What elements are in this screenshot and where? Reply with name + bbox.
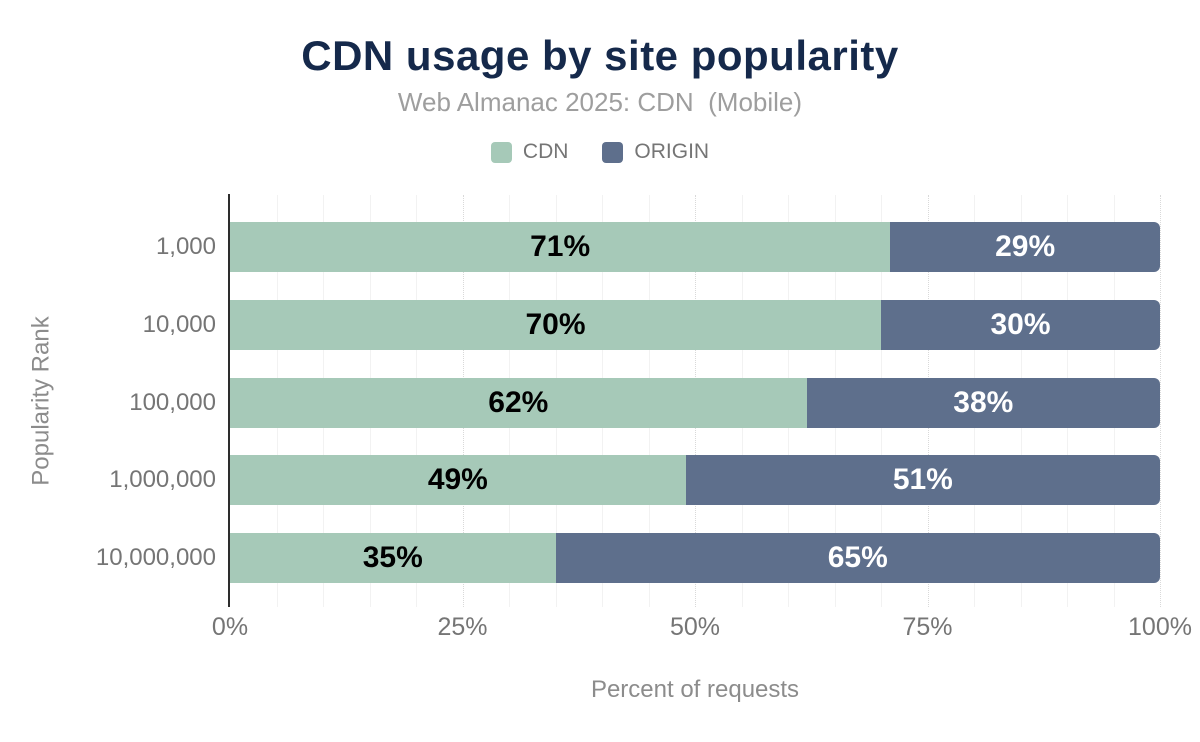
bar-value-label: 65% [827,541,888,574]
legend-label-cdn: CDN [522,140,569,163]
chart-subtitle: Web Almanac 2025: CDN (Mobile) [397,87,803,117]
legend-item-cdn[interactable]: CDN [490,140,569,164]
bar-value-label: 38% [953,385,1014,419]
y-tick-label-1000: 1,000 [155,233,216,260]
plot-area: 71% 29% 70% 30% 62% 38% 49% 51% 35% 65% [230,195,1161,607]
bar-segment-cdn-1000[interactable]: 71% [230,222,891,272]
bar-row-10000000: 35% 65% [230,533,1160,583]
bar-segment-origin-1000000[interactable]: 51% [685,455,1160,506]
bar-segment-cdn-10000000[interactable]: 35% [230,533,556,583]
bar-segment-cdn-10000[interactable]: 70% [230,299,881,350]
bar-value-label: 70% [525,307,586,341]
bar-value-label: 71% [530,230,591,263]
gridline-100 [1160,195,1161,607]
origin-swatch-icon [602,141,624,163]
y-tick-label-10000000: 10,000,000 [95,544,216,571]
y-tick-label-10000: 10,000 [142,310,216,338]
bar-row-10000: 70% 30% [230,299,1160,350]
legend-item-origin[interactable]: ORIGIN [602,140,709,164]
cdn-swatch-icon [490,141,512,163]
bar-value-label: 51% [892,463,953,497]
x-tick-label-100: 100% [1128,613,1192,641]
bar-value-label: 35% [362,541,423,574]
x-axis-title: Percent of requests [590,676,800,703]
x-tick-label-50: 50% [669,613,721,641]
bar-row-1000000: 49% 51% [230,455,1160,506]
bar-row-1000: 71% 29% [230,222,1160,272]
bar-segment-origin-1000[interactable]: 29% [890,222,1160,272]
y-axis-line [228,194,230,607]
chart-title: CDN usage by site popularity [301,32,899,79]
y-tick-label-100000: 100,000 [129,388,216,416]
bar-row-100000: 62% 38% [230,377,1160,428]
x-tick-label-0: 0% [211,613,249,641]
bar-segment-cdn-100000[interactable]: 62% [230,377,807,428]
y-tick-label-1000000: 1,000,000 [109,466,216,494]
bar-segment-cdn-1000000[interactable]: 49% [230,455,686,506]
x-tick-label-25: 25% [437,613,488,641]
bar-segment-origin-100000[interactable]: 38% [806,377,1160,428]
bar-value-label: 62% [488,385,549,419]
bar-segment-origin-10000000[interactable]: 65% [555,533,1160,583]
bar-segment-origin-10000[interactable]: 30% [881,299,1160,350]
x-tick-label-75: 75% [902,613,953,641]
bar-value-label: 30% [990,307,1051,341]
legend-label-origin: ORIGIN [634,140,710,163]
bar-value-label: 29% [995,230,1056,263]
legend: CDN ORIGIN [0,140,1200,164]
bar-value-label: 49% [427,463,488,497]
